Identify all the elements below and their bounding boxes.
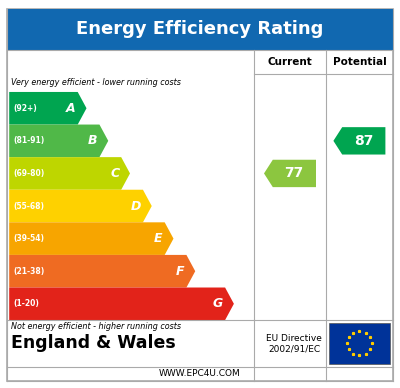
- Text: (92+): (92+): [13, 104, 37, 113]
- Text: C: C: [110, 167, 119, 180]
- Text: (69-80): (69-80): [13, 169, 44, 178]
- Polygon shape: [9, 222, 174, 255]
- Polygon shape: [264, 160, 316, 187]
- Text: Current: Current: [268, 57, 312, 68]
- Text: (55-68): (55-68): [13, 201, 44, 211]
- Polygon shape: [9, 157, 130, 190]
- Text: E: E: [154, 232, 163, 245]
- Text: (81-91): (81-91): [13, 136, 44, 146]
- Text: Very energy efficient - lower running costs: Very energy efficient - lower running co…: [11, 78, 181, 87]
- Text: B: B: [88, 134, 98, 147]
- Text: England & Wales: England & Wales: [11, 334, 176, 352]
- Text: 77: 77: [284, 166, 304, 180]
- Polygon shape: [9, 92, 86, 125]
- Text: (21-38): (21-38): [13, 267, 44, 276]
- Polygon shape: [9, 125, 108, 157]
- Text: (1-20): (1-20): [13, 299, 39, 308]
- Polygon shape: [9, 288, 234, 320]
- Text: WWW.EPC4U.COM: WWW.EPC4U.COM: [159, 369, 241, 378]
- Text: G: G: [213, 297, 223, 310]
- Bar: [7, 9, 393, 50]
- Text: EU Directive
2002/91/EC: EU Directive 2002/91/EC: [266, 334, 322, 353]
- Text: 87: 87: [354, 134, 373, 148]
- Text: A: A: [66, 102, 76, 115]
- Text: F: F: [176, 265, 184, 278]
- Polygon shape: [333, 127, 386, 154]
- Text: Not energy efficient - higher running costs: Not energy efficient - higher running co…: [11, 322, 181, 331]
- Text: Potential: Potential: [332, 57, 386, 68]
- Text: (39-54): (39-54): [13, 234, 44, 243]
- Polygon shape: [9, 190, 152, 222]
- Polygon shape: [9, 255, 195, 288]
- Text: D: D: [130, 199, 141, 213]
- Text: Energy Efficiency Rating: Energy Efficiency Rating: [76, 21, 324, 38]
- Bar: [329, 323, 390, 364]
